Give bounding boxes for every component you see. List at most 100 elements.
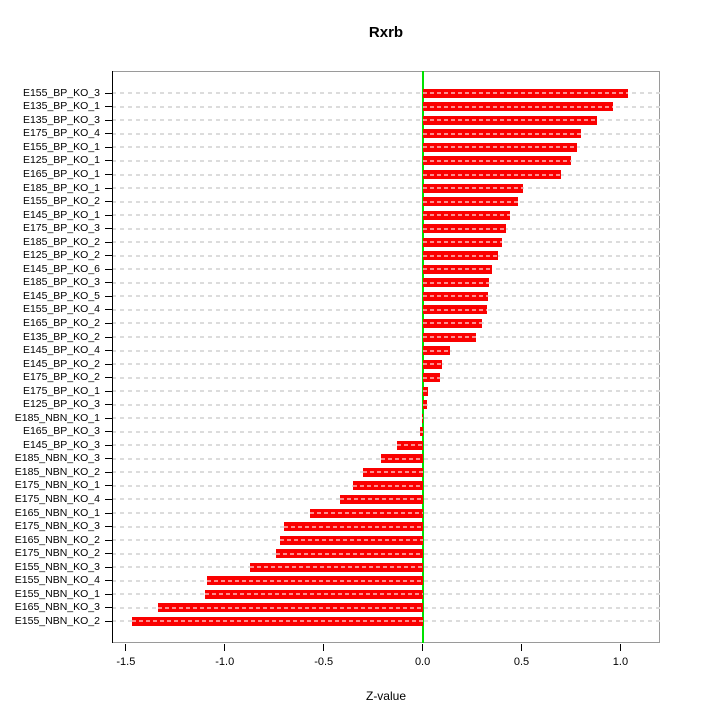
bar-dash-pattern xyxy=(206,579,423,582)
y-tick-label: E135_BP_KO_1 xyxy=(22,100,100,113)
bar xyxy=(422,129,581,139)
bar xyxy=(250,562,423,572)
bar xyxy=(422,278,489,288)
bar xyxy=(353,481,423,491)
chart-title: Rxrb xyxy=(368,24,404,41)
bar-dash-pattern xyxy=(422,105,613,108)
bar-dash-pattern xyxy=(396,444,423,447)
bar xyxy=(422,305,487,315)
grid-line xyxy=(112,254,660,257)
y-tick-mark xyxy=(105,580,112,582)
bar-dash-pattern xyxy=(422,268,492,271)
grid-line xyxy=(112,322,660,325)
grid-line xyxy=(112,349,660,352)
y-tick-mark xyxy=(105,295,112,297)
grid-line xyxy=(112,390,660,393)
y-tick-label: E155_BP_KO_3 xyxy=(22,86,100,99)
y-tick-mark xyxy=(105,363,112,365)
y-tick-label: E145_BP_KO_1 xyxy=(22,208,100,221)
y-tick-mark xyxy=(105,498,112,500)
bar-dash-pattern xyxy=(422,227,506,230)
y-tick-label: E185_NBN_KO_2 xyxy=(14,465,100,478)
y-tick-mark xyxy=(105,201,112,203)
y-tick-mark xyxy=(105,377,112,379)
y-tick-mark xyxy=(105,228,112,230)
bar-dash-pattern xyxy=(422,363,443,366)
y-tick-label: E155_NBN_KO_1 xyxy=(14,587,100,600)
bar-dash-pattern xyxy=(284,525,423,528)
x-tick-mark xyxy=(521,644,523,651)
y-tick-mark xyxy=(105,404,112,406)
bar xyxy=(422,156,571,166)
zero-reference-line xyxy=(421,71,424,643)
bar-dash-pattern xyxy=(422,308,487,311)
bar xyxy=(422,400,427,410)
grid-line xyxy=(112,159,660,162)
bar-dash-pattern xyxy=(157,606,423,609)
y-tick-mark xyxy=(105,322,112,324)
y-tick-label: E145_BP_KO_2 xyxy=(22,357,100,370)
y-tick-label: E165_BP_KO_3 xyxy=(22,425,100,438)
y-tick-mark xyxy=(105,336,112,338)
bar xyxy=(422,386,428,396)
grid-line xyxy=(112,105,660,108)
x-tick-mark xyxy=(422,644,424,651)
bar xyxy=(422,224,506,234)
bar-dash-pattern xyxy=(250,566,423,569)
y-tick-label: E155_BP_KO_1 xyxy=(22,140,100,153)
x-tick-label: 0.5 xyxy=(513,656,530,668)
y-tick-label: E145_BP_KO_6 xyxy=(22,262,100,275)
grid-line xyxy=(112,241,660,244)
bar-dash-pattern xyxy=(422,187,524,190)
grid-line xyxy=(112,200,660,203)
y-tick-label: E185_NBN_KO_1 xyxy=(14,411,100,424)
y-tick-mark xyxy=(105,607,112,609)
y-tick-label: E155_NBN_KO_3 xyxy=(14,560,100,573)
grid-line xyxy=(112,403,660,406)
grid-line xyxy=(112,281,660,284)
y-tick-label: E185_NBN_KO_3 xyxy=(14,452,100,465)
bar xyxy=(131,616,423,626)
y-tick-mark xyxy=(105,106,112,108)
bar xyxy=(284,522,423,532)
grid-line xyxy=(112,444,660,447)
bar xyxy=(422,197,518,207)
grid-line xyxy=(112,376,660,379)
y-tick-mark xyxy=(105,417,112,419)
y-tick-label: E185_BP_KO_3 xyxy=(22,276,100,289)
bar-dash-pattern xyxy=(422,336,476,338)
plot-area xyxy=(112,71,660,643)
y-tick-mark xyxy=(105,187,112,189)
bar xyxy=(206,576,423,586)
grid-line xyxy=(112,336,660,338)
bar-dash-pattern xyxy=(422,376,441,379)
y-tick-mark xyxy=(105,526,112,528)
x-tick-label: 1.0 xyxy=(612,656,629,668)
bar xyxy=(422,183,524,193)
y-tick-mark xyxy=(105,458,112,460)
y-tick-mark xyxy=(105,444,112,446)
grid-line xyxy=(112,214,660,217)
bar-dash-pattern xyxy=(280,539,423,542)
y-tick-label: E175_BP_KO_2 xyxy=(22,371,100,384)
bar-dash-pattern xyxy=(422,295,488,298)
grid-line xyxy=(112,430,660,433)
y-tick-label: E175_NBN_KO_3 xyxy=(14,520,100,533)
y-tick-label: E165_BP_KO_2 xyxy=(22,316,100,329)
bar xyxy=(422,332,476,342)
x-tick-label: 0.0 xyxy=(414,656,431,668)
y-tick-label: E165_NBN_KO_1 xyxy=(14,506,100,519)
y-tick-label: E175_BP_KO_3 xyxy=(22,222,100,235)
bar xyxy=(204,589,423,599)
y-tick-mark xyxy=(105,214,112,216)
bar-dash-pattern xyxy=(422,92,629,95)
y-tick-label: E175_NBN_KO_1 xyxy=(14,479,100,492)
grid-line xyxy=(112,308,660,311)
bar-dash-pattern xyxy=(422,200,518,203)
bar xyxy=(422,210,510,220)
bar xyxy=(422,88,629,98)
bar-dash-pattern xyxy=(363,471,423,474)
bar xyxy=(422,291,488,301)
bar xyxy=(276,549,423,559)
